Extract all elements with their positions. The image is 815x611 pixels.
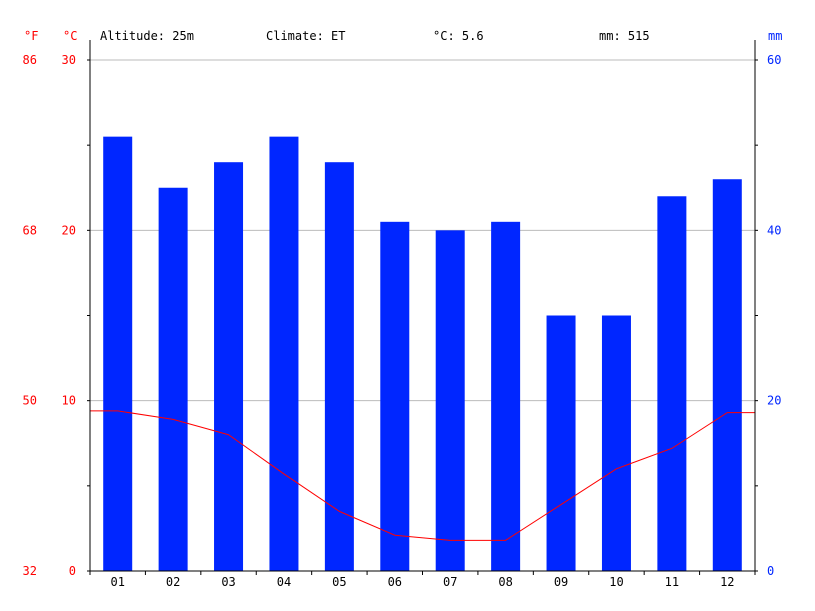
precipitation-bars [103,136,742,572]
axis-labels: 0 32 10 50 20 68 30 86 0 20 40 60 01 02 03 04 05 06 07 08 09… [23,53,782,589]
precip-bar [546,315,576,571]
left-tick-label-f: 32 [23,564,37,578]
precip-bar [214,162,244,571]
month-label: 07 [443,575,457,589]
month-label: 10 [609,575,623,589]
temperature-line [90,410,755,541]
right-tick-label: 20 [767,394,781,408]
left-tick-label-c: 20 [62,223,76,237]
precip-bar [103,136,133,571]
right-tick-label: 0 [767,564,774,578]
precip-bar [601,315,631,571]
precip-bar [435,230,465,572]
left-tick-label-f: 86 [23,53,37,67]
month-label: 04 [277,575,291,589]
month-label: 12 [720,575,734,589]
left-tick-label-f: 68 [23,223,37,237]
precip-bar [712,179,742,571]
header-altitude: Altitude: 25m [100,29,194,43]
header-temp: °C: 5.6 [433,29,484,43]
precip-bar [158,187,188,571]
month-label: 01 [110,575,124,589]
month-label: 06 [388,575,402,589]
right-unit: mm [768,29,782,43]
left-tick-label-c: 30 [62,53,76,67]
month-label: 09 [554,575,568,589]
precip-bar [324,162,354,571]
month-label: 08 [498,575,512,589]
month-label: 05 [332,575,346,589]
precip-bar [491,221,521,572]
right-tick-label: 60 [767,53,781,67]
left-tick-label-f: 50 [23,394,37,408]
precip-bar [269,136,299,571]
precip-bar [380,221,410,572]
header-climate: Climate: ET [266,29,345,43]
left-tick-label-c: 0 [69,564,76,578]
axes [87,40,758,575]
grid-lines [90,59,755,402]
header-precip: mm: 515 [599,29,650,43]
month-label: 03 [221,575,235,589]
month-label: 02 [166,575,180,589]
left-unit-f: °F [24,29,38,43]
left-tick-label-c: 10 [62,394,76,408]
month-label: 11 [665,575,679,589]
right-tick-label: 40 [767,223,781,237]
precip-bar [657,196,687,571]
left-unit-c: °C [63,29,77,43]
